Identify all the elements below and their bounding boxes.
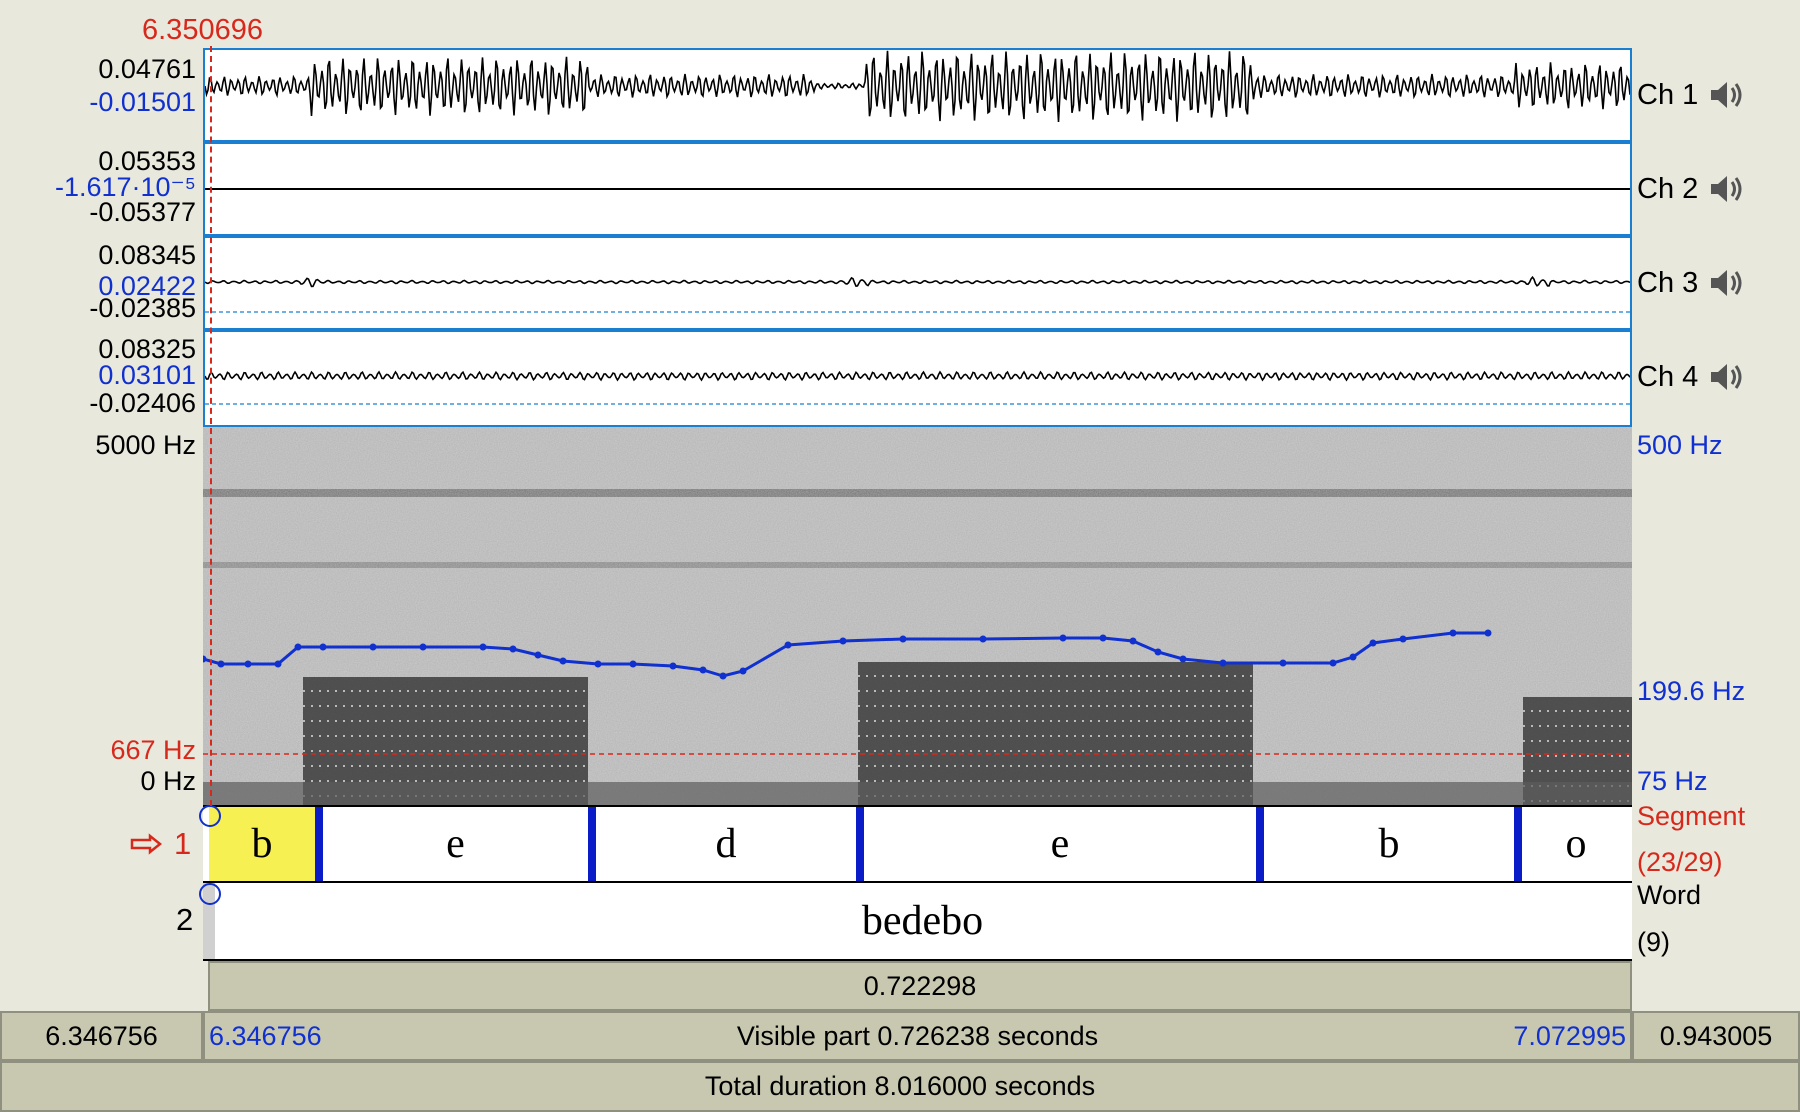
ch3-label: Ch 3 bbox=[1637, 266, 1699, 299]
pitch-top: 500 Hz bbox=[1637, 430, 1723, 460]
selection-duration-bar[interactable]: 0.722298 bbox=[208, 961, 1632, 1011]
tier2-count: (9) bbox=[1637, 927, 1670, 957]
spectrogram[interactable] bbox=[203, 427, 1632, 805]
tier1-name: Segment bbox=[1637, 801, 1746, 831]
ch4-toggle[interactable]: Ch 4 bbox=[1637, 360, 1746, 394]
waveform-ch1[interactable] bbox=[203, 48, 1632, 142]
tier2-boundary-handle[interactable] bbox=[197, 881, 223, 907]
ch4-max: 0.08325 bbox=[98, 334, 196, 364]
ch3-max: 0.08345 bbox=[98, 240, 196, 270]
tier2-left-margin bbox=[203, 883, 215, 959]
waveform-ch2[interactable] bbox=[203, 142, 1632, 236]
total-duration-bar[interactable]: Total duration 8.016000 seconds bbox=[0, 1061, 1800, 1112]
speaker-icon[interactable] bbox=[1708, 172, 1746, 206]
interval-o[interactable]: o bbox=[1565, 821, 1587, 867]
speaker-icon[interactable] bbox=[1708, 266, 1746, 300]
visible-end-time: 7.072995 bbox=[1513, 1020, 1626, 1051]
ch2-label: Ch 2 bbox=[1637, 172, 1699, 205]
ch1-max: 0.04761 bbox=[98, 54, 196, 84]
tier2-number: 2 bbox=[176, 902, 194, 937]
interval-e1[interactable]: e bbox=[446, 821, 465, 867]
ch2-toggle[interactable]: Ch 2 bbox=[1637, 172, 1746, 206]
interval-d[interactable]: d bbox=[715, 821, 737, 867]
interval-b1[interactable]: b bbox=[251, 821, 273, 867]
ch3-toggle[interactable]: Ch 3 bbox=[1637, 266, 1746, 300]
interval-b2[interactable]: b bbox=[1378, 821, 1400, 867]
ch4-value: 0.03101 bbox=[98, 360, 196, 390]
ch2-min: -0.05377 bbox=[89, 197, 196, 227]
pitch-value: 199.6 Hz bbox=[1637, 676, 1746, 706]
waveform-ch3[interactable] bbox=[203, 236, 1632, 330]
tier-segment[interactable]: b e d e b o bbox=[203, 805, 1632, 883]
ch2-value: -1.617·10⁻⁵ bbox=[54, 172, 196, 202]
ch1-label: Ch 1 bbox=[1637, 78, 1699, 111]
tier1-boundary-handle[interactable] bbox=[197, 803, 223, 829]
waveform-ch1-trace bbox=[205, 50, 1630, 123]
pointing-hand-icon bbox=[130, 833, 163, 855]
interval-word[interactable]: bedebo bbox=[861, 898, 984, 944]
waveform-ch3-trace bbox=[205, 275, 1630, 313]
cursor-time: 6.350696 bbox=[142, 14, 263, 46]
boundary[interactable] bbox=[856, 807, 864, 881]
selected-interval-highlight bbox=[209, 807, 315, 881]
tier1-number: 1 bbox=[174, 826, 192, 861]
visible-part-label: Visible part 0.726238 seconds bbox=[736, 1020, 1099, 1051]
left-time-bar[interactable]: 6.346756 bbox=[0, 1011, 203, 1061]
boundary[interactable] bbox=[1514, 807, 1522, 881]
boundary[interactable] bbox=[588, 807, 596, 881]
waveform-ch4[interactable] bbox=[203, 330, 1632, 427]
tier2-name: Word bbox=[1637, 880, 1702, 910]
visible-part-bar[interactable]: 6.346756 Visible part 0.726238 seconds 7… bbox=[203, 1011, 1632, 1061]
right-time-bar[interactable]: 0.943005 bbox=[1632, 1011, 1800, 1061]
visible-start-time: 6.346756 bbox=[209, 1020, 322, 1051]
ch3-value: 0.02422 bbox=[98, 271, 196, 301]
ch1-toggle[interactable]: Ch 1 bbox=[1637, 78, 1746, 112]
waveform-ch4-trace bbox=[205, 370, 1630, 405]
boundary[interactable] bbox=[315, 807, 323, 881]
freq-top: 5000 Hz bbox=[95, 430, 196, 460]
cursor-line bbox=[210, 46, 212, 806]
boundary[interactable] bbox=[1256, 807, 1264, 881]
freq-bottom: 0 Hz bbox=[140, 766, 196, 796]
tier1-label[interactable]: 1 bbox=[130, 826, 191, 862]
speaker-icon[interactable] bbox=[1708, 360, 1746, 394]
waveform-ch2-trace bbox=[205, 188, 1630, 190]
ch4-label: Ch 4 bbox=[1637, 360, 1699, 393]
pitch-bottom: 75 Hz bbox=[1637, 766, 1708, 796]
tier1-count: (23/29) bbox=[1637, 847, 1723, 877]
tier-word[interactable]: bedebo bbox=[203, 883, 1632, 961]
interval-e2[interactable]: e bbox=[1050, 821, 1070, 867]
freq-cursor: 667 Hz bbox=[110, 735, 196, 765]
ch4-min: -0.02406 bbox=[89, 388, 196, 418]
ch3-min: -0.02385 bbox=[89, 293, 196, 323]
ch1-value: -0.01501 bbox=[89, 87, 196, 117]
ch2-max: 0.05353 bbox=[98, 146, 196, 176]
speaker-icon[interactable] bbox=[1708, 78, 1746, 112]
